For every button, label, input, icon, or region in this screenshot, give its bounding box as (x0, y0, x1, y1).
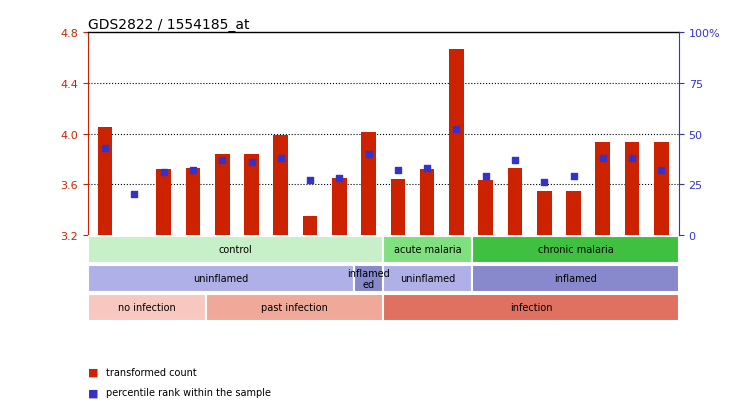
Text: ■: ■ (88, 387, 98, 397)
Point (421, 165, 433, 172)
Text: infection: infection (510, 303, 553, 313)
FancyBboxPatch shape (88, 236, 383, 264)
FancyBboxPatch shape (206, 294, 383, 322)
Point (275, 155, 287, 162)
Bar (303, 216, 318, 235)
FancyBboxPatch shape (383, 265, 472, 293)
Point (509, 157, 520, 164)
Point (216, 157, 228, 164)
Point (392, 167, 404, 174)
Bar (478, 181, 493, 235)
Bar (537, 191, 552, 235)
Text: ■: ■ (88, 367, 98, 377)
FancyBboxPatch shape (88, 265, 354, 293)
Text: chronic malaria: chronic malaria (537, 245, 613, 255)
FancyBboxPatch shape (383, 236, 472, 264)
Bar (391, 180, 405, 235)
Point (304, 178, 316, 184)
Text: control: control (218, 245, 253, 255)
Bar (274, 135, 288, 235)
Point (187, 167, 199, 174)
Bar (507, 169, 522, 235)
FancyBboxPatch shape (472, 265, 679, 293)
Point (99, 145, 111, 152)
Point (568, 173, 580, 180)
Point (656, 167, 667, 174)
Point (158, 169, 169, 176)
Bar (566, 191, 581, 235)
Bar (156, 170, 171, 235)
Text: GDS2822 / 1554185_at: GDS2822 / 1554185_at (88, 18, 249, 32)
FancyBboxPatch shape (354, 265, 383, 293)
Bar (98, 128, 112, 235)
Bar (185, 169, 200, 235)
Text: uninflamed: uninflamed (400, 274, 456, 284)
Bar (596, 143, 610, 235)
Text: past infection: past infection (261, 303, 328, 313)
Bar (245, 154, 259, 235)
Bar (654, 143, 669, 235)
Text: inflamed
ed: inflamed ed (347, 268, 390, 290)
Point (334, 176, 345, 182)
FancyBboxPatch shape (383, 294, 679, 322)
Point (128, 192, 140, 198)
Point (626, 155, 638, 162)
FancyBboxPatch shape (88, 294, 206, 322)
Bar (361, 133, 376, 235)
Point (539, 180, 550, 186)
Point (246, 159, 258, 166)
Text: inflamed: inflamed (554, 274, 597, 284)
Bar (625, 143, 639, 235)
Point (597, 155, 609, 162)
Bar (420, 170, 434, 235)
Text: uninflamed: uninflamed (193, 274, 248, 284)
Bar (332, 178, 347, 235)
Bar (215, 154, 229, 235)
Point (450, 127, 462, 133)
Text: percentile rank within the sample: percentile rank within the sample (106, 387, 271, 397)
Bar (449, 50, 464, 235)
Point (480, 173, 491, 180)
Text: transformed count: transformed count (106, 367, 196, 377)
Text: no infection: no infection (118, 303, 176, 313)
Point (363, 151, 374, 158)
Text: acute malaria: acute malaria (393, 245, 461, 255)
FancyBboxPatch shape (472, 236, 679, 264)
